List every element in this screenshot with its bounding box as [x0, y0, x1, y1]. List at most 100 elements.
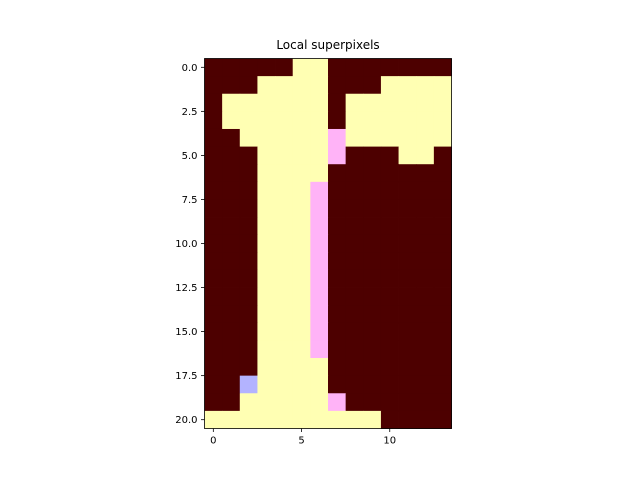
- heatmap-cell: [257, 146, 276, 165]
- heatmap-cell: [275, 410, 294, 429]
- heatmap-cell: [257, 58, 276, 77]
- heatmap-cell: [275, 234, 294, 253]
- heatmap-cell: [204, 252, 223, 271]
- heatmap-cell: [292, 269, 311, 288]
- heatmap-cell: [328, 375, 347, 394]
- heatmap-cell: [222, 93, 241, 112]
- heatmap-cell: [380, 358, 399, 377]
- heatmap-cell: [398, 111, 417, 130]
- heatmap-cell: [239, 322, 258, 341]
- heatmap-cell: [380, 269, 399, 288]
- heatmap-cell: [204, 322, 223, 341]
- heatmap-cell: [345, 410, 364, 429]
- heatmap-cell: [433, 322, 452, 341]
- heatmap-cell: [363, 111, 382, 130]
- heatmap-cell: [363, 128, 382, 147]
- heatmap-cell: [328, 93, 347, 112]
- heatmap-cell: [257, 322, 276, 341]
- heatmap-cell: [398, 234, 417, 253]
- heatmap-cell: [328, 340, 347, 359]
- heatmap-cell: [239, 340, 258, 359]
- heatmap-cell: [433, 128, 452, 147]
- heatmap-cell: [328, 58, 347, 77]
- heatmap-cell: [380, 58, 399, 77]
- heatmap-cell: [398, 287, 417, 306]
- heatmap-cell: [433, 340, 452, 359]
- heatmap-cell: [310, 305, 329, 324]
- heatmap-cell: [204, 111, 223, 130]
- heatmap-cells: [204, 58, 452, 429]
- y-axis: 0.0 2.5 5.0 7.5 10.0 12.5 15.0 17.5 20.0: [175, 63, 205, 426]
- heatmap-cell: [204, 146, 223, 165]
- heatmap-cell: [239, 58, 258, 77]
- heatmap-cell: [363, 269, 382, 288]
- heatmap-cell: [222, 111, 241, 130]
- heatmap-cell: [310, 252, 329, 271]
- heatmap-cell: [398, 128, 417, 147]
- heatmap-cell: [275, 146, 294, 165]
- heatmap-cell: [222, 410, 241, 429]
- x-tick-label: 5: [298, 436, 304, 447]
- heatmap-cell: [292, 217, 311, 236]
- heatmap-cell: [398, 269, 417, 288]
- heatmap-cell: [416, 217, 435, 236]
- heatmap-cell: [416, 199, 435, 218]
- heatmap-cell: [345, 287, 364, 306]
- heatmap-cell: [363, 322, 382, 341]
- heatmap-cell: [204, 358, 223, 377]
- heatmap-cell: [328, 111, 347, 130]
- heatmap-cell: [345, 252, 364, 271]
- heatmap-cell: [363, 146, 382, 165]
- y-tick-label: 15.0: [175, 327, 197, 338]
- heatmap-cell: [416, 164, 435, 183]
- chart-title: Local superpixels: [276, 38, 379, 52]
- heatmap-cell: [363, 393, 382, 412]
- heatmap-cell: [222, 305, 241, 324]
- heatmap-cell: [222, 252, 241, 271]
- heatmap-cell: [416, 287, 435, 306]
- heatmap-cell: [310, 358, 329, 377]
- x-axis: 0 5 10: [210, 428, 396, 447]
- heatmap-cell: [398, 340, 417, 359]
- heatmap-cell: [328, 269, 347, 288]
- heatmap-cell: [275, 128, 294, 147]
- heatmap-cell: [363, 234, 382, 253]
- heatmap-cell: [275, 375, 294, 394]
- heatmap-cell: [257, 199, 276, 218]
- heatmap-cell: [433, 305, 452, 324]
- heatmap-cell: [292, 164, 311, 183]
- heatmap-cell: [380, 93, 399, 112]
- heatmap-cell: [328, 146, 347, 165]
- heatmap-cell: [292, 305, 311, 324]
- heatmap-cell: [328, 128, 347, 147]
- heatmap-cell: [292, 393, 311, 412]
- heatmap-cell: [257, 128, 276, 147]
- heatmap-cell: [239, 375, 258, 394]
- heatmap-cell: [380, 393, 399, 412]
- heatmap-cell: [292, 93, 311, 112]
- heatmap-cell: [204, 181, 223, 200]
- heatmap-cell: [257, 375, 276, 394]
- heatmap-cell: [345, 164, 364, 183]
- heatmap-cell: [416, 410, 435, 429]
- heatmap-cell: [380, 322, 399, 341]
- heatmap-cell: [310, 393, 329, 412]
- heatmap-cell: [239, 393, 258, 412]
- heatmap-cell: [363, 305, 382, 324]
- heatmap-cell: [363, 93, 382, 112]
- heatmap-cell: [363, 375, 382, 394]
- heatmap-cell: [257, 217, 276, 236]
- heatmap-cell: [328, 393, 347, 412]
- heatmap-cell: [204, 128, 223, 147]
- plot-frame: [204, 58, 452, 429]
- heatmap-cell: [380, 375, 399, 394]
- heatmap-cell: [380, 217, 399, 236]
- heatmap-cell: [363, 217, 382, 236]
- heatmap-cell: [345, 76, 364, 95]
- heatmap-cell: [204, 410, 223, 429]
- heatmap-cell: [239, 111, 258, 130]
- heatmap-cell: [257, 393, 276, 412]
- heatmap-cell: [433, 93, 452, 112]
- y-tick-label: 10.0: [175, 239, 197, 250]
- heatmap-cell: [239, 181, 258, 200]
